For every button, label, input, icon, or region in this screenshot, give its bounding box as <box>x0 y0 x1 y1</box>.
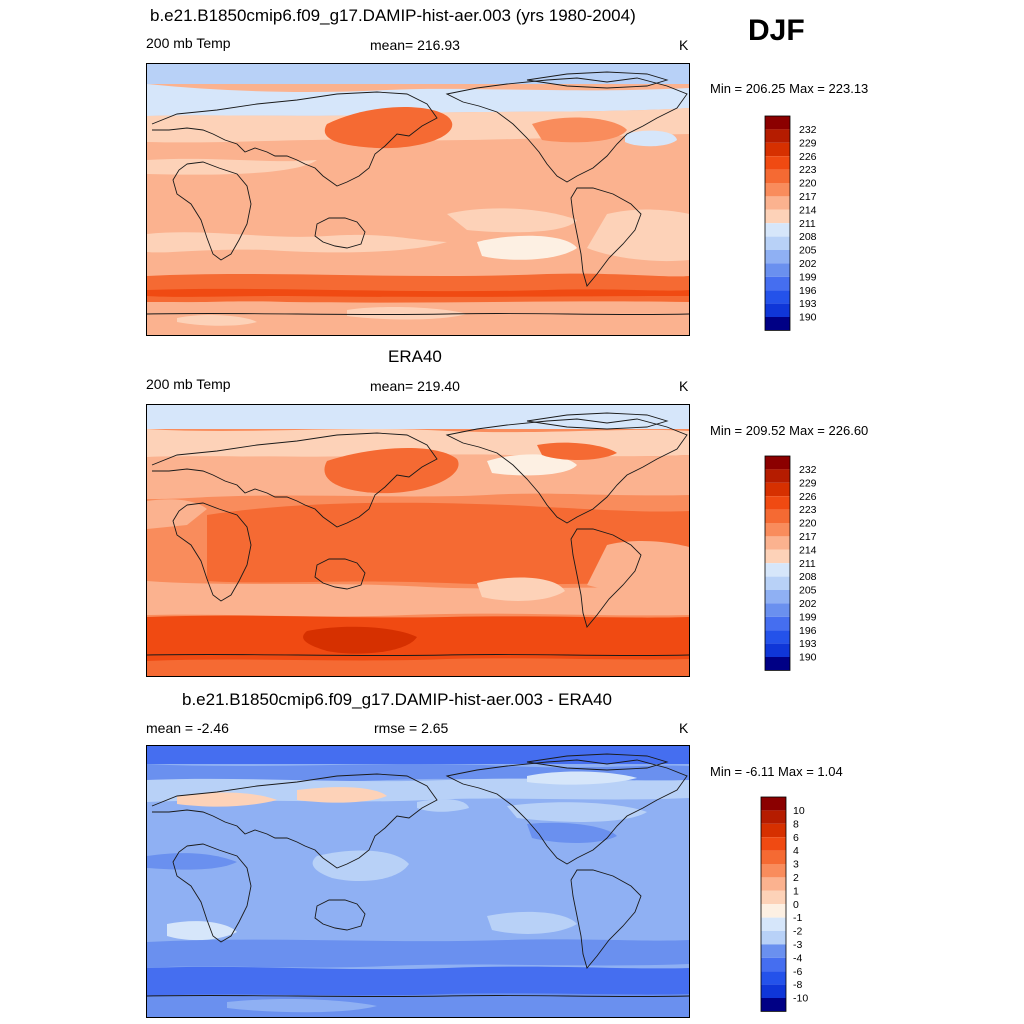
panel2-cb-tick: 202 <box>799 598 817 610</box>
panel3-mean-label: mean = -2.46 <box>146 720 229 736</box>
panel3-cb-tick: -8 <box>793 979 802 991</box>
panel2-cb-tick: 226 <box>799 491 817 503</box>
panel2-cb-tick: 199 <box>799 611 817 623</box>
panel3-cb-tick: -6 <box>793 966 802 978</box>
panel1-cb-tick: 196 <box>799 285 817 297</box>
panel1-cb-tick: 220 <box>799 178 817 190</box>
panel3-colorbar: 10 8 6 4 3 2 1 0 -1 -2 -3 -4 -6 -8 -10 <box>760 796 821 1013</box>
panel3-cb-tick: 3 <box>793 859 799 871</box>
panel1-cb-tick: 211 <box>799 218 816 230</box>
panel3-minmax: Min = -6.11 Max = 1.04 <box>710 764 843 779</box>
panel3-cb-tick: -1 <box>793 912 802 924</box>
panel1-coastlines <box>147 71 689 316</box>
panel1-cb-tick: 208 <box>799 231 817 243</box>
panel3-cb-tick: 2 <box>793 872 799 884</box>
panel1-cb-tick: 205 <box>799 245 817 257</box>
panel3-cb-tick: -4 <box>793 952 802 964</box>
panel2-colorbar-swatches <box>764 455 791 671</box>
panel2-cb-tick: 229 <box>799 477 817 489</box>
panel3-cb-tick: -2 <box>793 926 802 938</box>
panel2-coastlines <box>147 412 689 657</box>
panel2-cb-tick: 211 <box>799 558 816 570</box>
panel3-cb-tick: -3 <box>793 939 802 951</box>
panel1-cb-tick: 214 <box>799 204 817 216</box>
panel1-cb-tick: 193 <box>799 298 817 310</box>
panel2-cb-tick: 217 <box>799 531 817 543</box>
season-label: DJF <box>748 14 805 47</box>
panel1-cb-tick: 217 <box>799 191 817 203</box>
panel3-cb-tick: 8 <box>793 818 799 830</box>
panel2-title: ERA40 <box>388 347 442 366</box>
panel2-cb-tick: 205 <box>799 585 817 597</box>
panel1-minmax: Min = 206.25 Max = 223.13 <box>710 81 869 96</box>
panel3-units: K <box>679 720 689 736</box>
panel2-mean-label: mean= 219.40 <box>370 378 460 394</box>
panel1-left-label: 200 mb Temp <box>146 35 231 51</box>
panel3-rmse-label: rmse = 2.65 <box>374 720 449 736</box>
panel1-cb-tick: 199 <box>799 271 817 283</box>
panel1-cb-tick: 223 <box>799 164 817 176</box>
panel1-cb-tick: 226 <box>799 151 817 163</box>
panel2-cb-tick: 232 <box>799 464 817 476</box>
panel3-cb-tick: -10 <box>793 993 808 1005</box>
panel3-cb-tick: 10 <box>793 805 805 817</box>
panel2-colorbar: 232 229 226 223 220 217 214 211 208 205 … <box>764 455 825 672</box>
panel3-cb-tick: 6 <box>793 832 799 844</box>
panel2-cb-tick: 196 <box>799 625 817 637</box>
panel2-minmax: Min = 209.52 Max = 226.60 <box>710 423 869 438</box>
panel3-cb-tick: 1 <box>793 885 799 897</box>
panel2-map <box>146 404 690 677</box>
panel3-cb-tick: 0 <box>793 899 799 911</box>
panel1-units: K <box>679 37 689 53</box>
panel1-cb-tick: 229 <box>799 137 817 149</box>
panel3-colorbar-swatches <box>760 796 787 1012</box>
panel2-cb-tick: 220 <box>799 518 817 530</box>
panel3-title: b.e21.B1850cmip6.f09_g17.DAMIP-hist-aer.… <box>182 690 612 709</box>
panel3-coastlines <box>147 753 689 998</box>
panel1-map <box>146 63 690 336</box>
panel3-map <box>146 745 690 1018</box>
panel2-cb-tick: 214 <box>799 544 817 556</box>
panel1-colorbar-swatches <box>764 115 791 331</box>
panel2-cb-tick: 190 <box>799 652 817 664</box>
panel2-cb-tick: 208 <box>799 571 817 583</box>
panel1-cb-tick: 190 <box>799 312 817 324</box>
panel2-left-label: 200 mb Temp <box>146 376 231 392</box>
panel2-units: K <box>679 378 689 394</box>
panel2-cb-tick: 193 <box>799 638 817 650</box>
panel3-cb-tick: 4 <box>793 845 799 857</box>
panel2-cb-tick: 223 <box>799 504 817 516</box>
panel1-mean-label: mean= 216.93 <box>370 37 460 53</box>
panel1-colorbar: 232 229 226 223 220 217 214 211 208 205 … <box>764 115 825 332</box>
panel1-cb-tick: 232 <box>799 124 817 136</box>
panel1-title: b.e21.B1850cmip6.f09_g17.DAMIP-hist-aer.… <box>150 6 636 25</box>
panel1-cb-tick: 202 <box>799 258 817 270</box>
